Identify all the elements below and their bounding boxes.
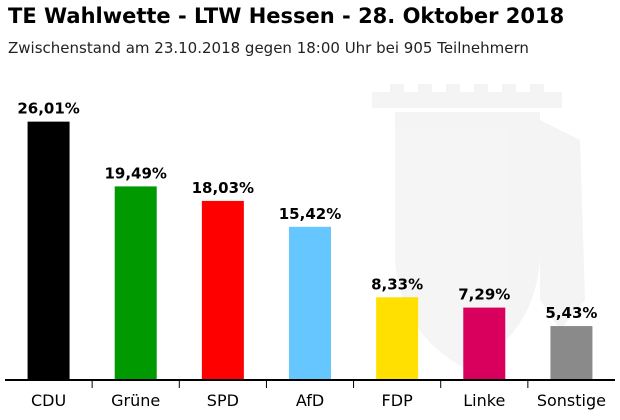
category-label-fdp: FDP [382,391,414,410]
value-label-linke: 7,29% [458,286,510,304]
hessen-lion-watermark [372,84,585,370]
value-label-afd: 15,42% [279,205,341,223]
value-label-fdp: 8,33% [371,275,423,293]
chart-title: TE Wahlwette - LTW Hessen - 28. Oktober … [8,4,565,28]
category-label-linke: Linke [463,391,505,410]
category-label-cdu: CDU [31,391,66,410]
category-label-grüne: Grüne [111,391,160,410]
bar-linke [463,307,506,380]
bar-sonstige [550,326,593,380]
category-label-spd: SPD [207,391,239,410]
bar-fdp [376,297,419,380]
bar-cdu [27,121,70,380]
value-label-grüne: 19,49% [104,164,166,182]
category-label-afd: AfD [296,391,324,410]
bar-grüne [114,186,157,380]
category-label-sonstige: Sonstige [537,391,606,410]
chart-subtitle: Zwischenstand am 23.10.2018 gegen 18:00 … [8,39,529,57]
value-label-spd: 18,03% [192,179,254,197]
bar-afd [289,226,331,380]
value-label-cdu: 26,01% [17,100,79,118]
value-label-sonstige: 5,43% [545,304,597,322]
bar-spd [201,200,244,380]
